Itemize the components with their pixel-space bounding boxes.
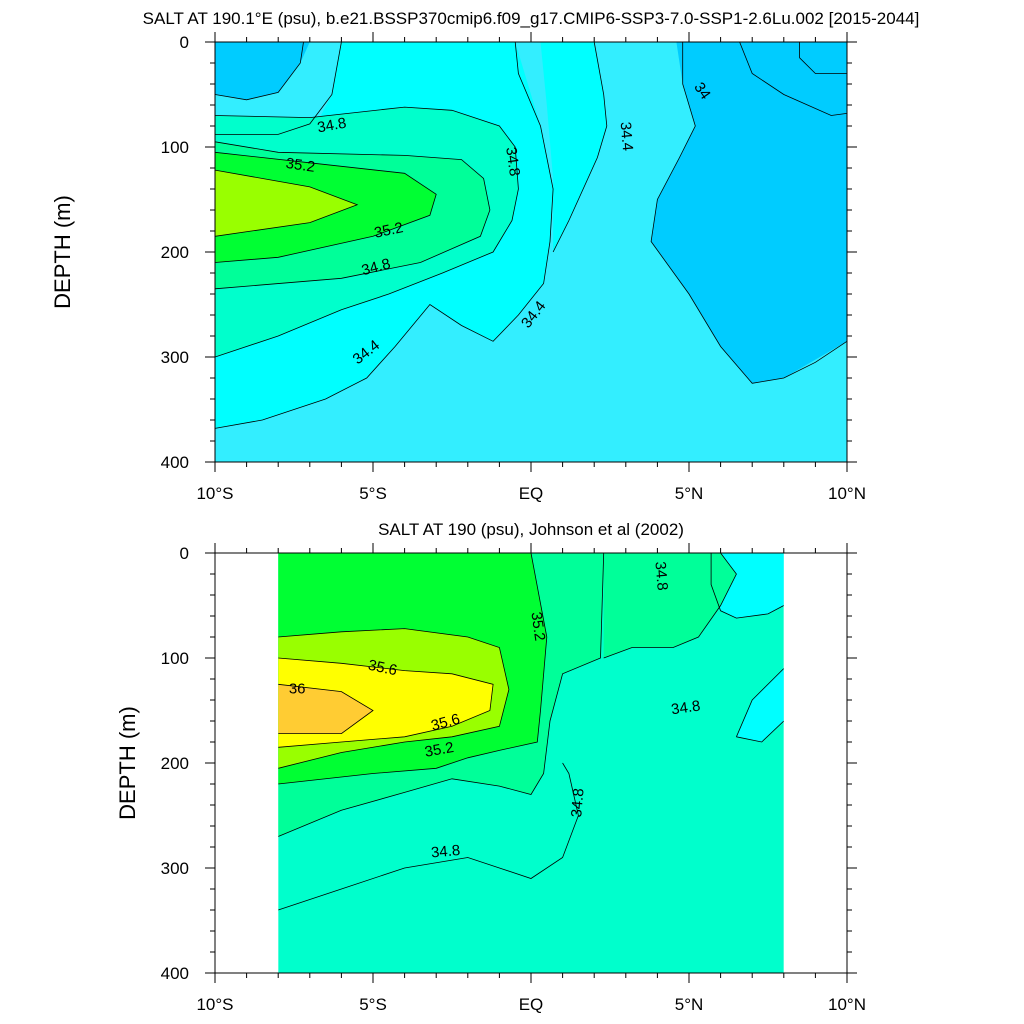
y-tick-label: 0	[180, 544, 189, 563]
contour-line-5	[278, 553, 548, 785]
contour-line-4	[650, 42, 847, 384]
y-tick-label: 400	[161, 453, 189, 472]
x-tick-label: 5°S	[359, 484, 387, 503]
contour-label: 34.8	[316, 115, 348, 137]
contour-label: 34.8	[502, 146, 523, 177]
contour-label: 36	[289, 680, 306, 697]
contour-label: 34.8	[568, 788, 587, 819]
contour-line-7	[278, 657, 494, 748]
contour-line-1	[215, 42, 342, 135]
x-tick-label: 5°N	[675, 995, 704, 1014]
contour-line-10	[215, 169, 359, 237]
contour-line-9	[215, 151, 437, 263]
x-tick-label: 10°S	[196, 995, 233, 1014]
y-tick-label: 300	[161, 859, 189, 878]
x-tick-label: EQ	[519, 995, 544, 1014]
contour-line-1	[603, 553, 737, 659]
contour-label: 34	[690, 79, 713, 102]
y-tick-label: 100	[161, 138, 189, 157]
contour-label: 35.2	[527, 611, 548, 642]
x-tick-label: 5°S	[359, 995, 387, 1014]
y-tick-label: 200	[161, 243, 189, 262]
contour-fill-34-2	[651, 42, 847, 384]
contour-label: 35.6	[367, 657, 399, 680]
contour-label: 34.8	[430, 842, 461, 861]
contour-line-8	[278, 683, 374, 734]
contour-fill-34-3	[215, 42, 310, 100]
contour-label: 35.2	[423, 739, 455, 761]
y-tick-label: 0	[180, 33, 189, 52]
contour-line-8	[215, 141, 491, 290]
x-tick-label: 5°N	[675, 484, 704, 503]
y-tick-label: 300	[161, 348, 189, 367]
contour-label: 34.8	[670, 697, 701, 718]
x-tick-label: 10°S	[196, 484, 233, 503]
contour-line-7	[215, 106, 519, 358]
contour-line-0	[215, 42, 304, 101]
contour-fill-35.4-9	[215, 170, 358, 237]
contour-line-2	[215, 42, 554, 429]
contour-fill-34.4-5	[540, 42, 607, 252]
contour-label: 35.2	[373, 219, 405, 242]
contour-line-9	[278, 762, 579, 911]
y-tick-label: 400	[161, 964, 189, 983]
contour-label: 35.6	[429, 711, 462, 735]
x-tick-label: EQ	[519, 484, 544, 503]
contour-label: 34.4	[617, 121, 636, 152]
x-tick-label: 10°N	[828, 995, 866, 1014]
contour-line-6	[278, 628, 510, 769]
contour-label: 34.8	[360, 255, 393, 279]
contour-line-2	[710, 553, 784, 619]
chart-title: SALT AT 190 (psu), Johnson et al (2002)	[378, 520, 684, 539]
contour-line-6	[799, 42, 847, 74]
contour-panel-2: 36 35.6 35.6 35.2 35.2 34.8 34.8 34.8 34.8 10°S 5°…	[115, 520, 866, 1014]
y-tick-label: 100	[161, 649, 189, 668]
contour-fill-35-3	[603, 553, 737, 658]
contour-line-3	[552, 42, 608, 253]
chart-title: SALT AT 190.1°E (psu), b.e21.BSSP370cmip…	[143, 9, 920, 28]
contour-line-3	[736, 668, 784, 737]
contour-line-5	[739, 42, 847, 116]
x-tick-label: 10°N	[828, 484, 866, 503]
y-axis-label: DEPTH (m)	[50, 195, 75, 309]
contour-label: 35.2	[285, 155, 316, 176]
contour-line-4	[736, 720, 784, 743]
contour-label: 34.8	[651, 561, 670, 592]
contour-line-0	[278, 553, 605, 837]
contour-fill-34.6-1	[736, 668, 784, 742]
y-axis-label: DEPTH (m)	[115, 706, 140, 820]
y-tick-label: 200	[161, 754, 189, 773]
